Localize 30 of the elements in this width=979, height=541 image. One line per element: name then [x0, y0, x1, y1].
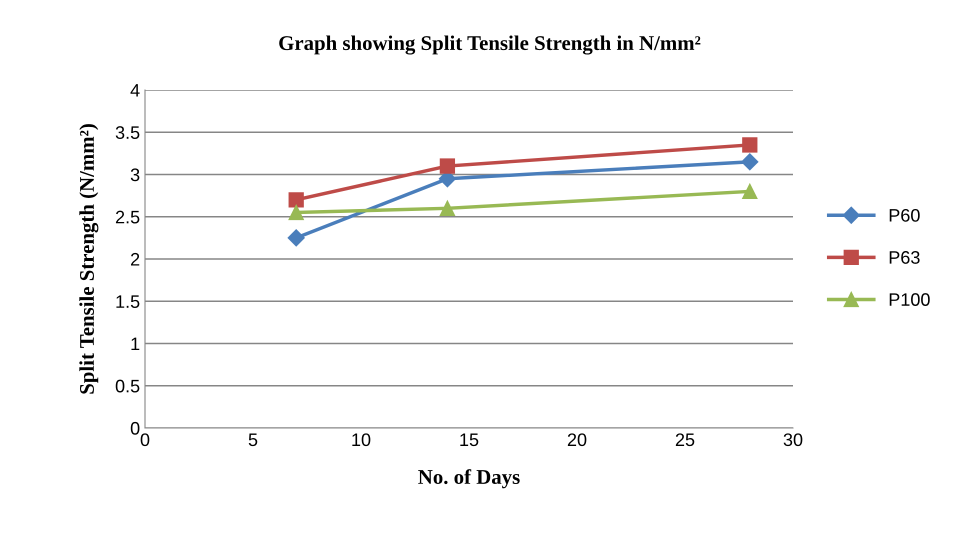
y-axis-title: Split Tensile Strength (N/mm²) — [79, 124, 98, 394]
y-tick-label: 3 — [130, 168, 140, 182]
y-tick-label: 3.5 — [116, 126, 140, 139]
x-tick-label: 5 — [248, 434, 258, 446]
y-tick-label: 0.5 — [116, 380, 140, 392]
point — [288, 229, 305, 246]
point — [288, 204, 304, 220]
y-tick-label: 2 — [131, 252, 140, 266]
y-tick-label: 1.5 — [116, 295, 140, 308]
point — [742, 184, 758, 200]
legend-label: P63 — [890, 251, 920, 264]
x-tick-label: 25 — [676, 433, 694, 446]
y-tick-label: 1 — [131, 338, 140, 350]
x-tick-label: 0 — [140, 433, 150, 446]
y-tick-label: 0 — [130, 422, 140, 435]
point — [440, 158, 456, 174]
point — [288, 192, 304, 208]
x-tick-label: 30 — [784, 433, 802, 446]
y-tick-label: 2.5 — [116, 210, 140, 224]
legend-label: P100 — [890, 293, 930, 306]
point — [741, 153, 758, 170]
point — [440, 200, 456, 216]
point — [742, 137, 758, 153]
chart-title: Graph showing Split Tensile Strength in N/mm² — [279, 35, 700, 55]
x-axis-title: No. of Days — [418, 469, 520, 488]
x-tick-label: 20 — [568, 433, 586, 446]
x-tick-label: 15 — [460, 434, 478, 446]
x-tick-label: 10 — [352, 433, 370, 446]
y-tick-label: 4 — [130, 84, 140, 97]
legend-label: P60 — [890, 208, 920, 222]
